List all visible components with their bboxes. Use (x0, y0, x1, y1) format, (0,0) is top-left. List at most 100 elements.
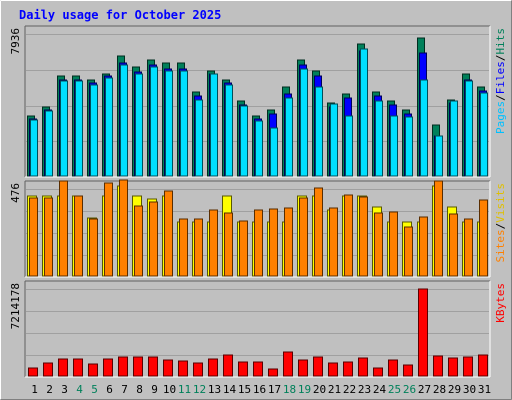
bar-hits-pages-day-20 (315, 86, 323, 177)
bar-kbytes-kbytes-day-11 (178, 360, 188, 377)
x-tick-label-day-4: 4 (76, 383, 83, 396)
bar-visits-sites-day-23 (359, 196, 368, 277)
panel-visits-ymax-label: 476 (9, 183, 22, 203)
panel-kbytes-legend: KBytes (494, 283, 507, 323)
bar-visits-sites-day-15 (239, 220, 248, 277)
legend-entry: Visits (494, 183, 507, 223)
bar-kbytes-kbytes-day-22 (343, 361, 353, 377)
bar-hits-pages-day-10 (165, 70, 173, 177)
bar-hits-pages-day-30 (465, 80, 473, 177)
bar-hits-pages-day-22 (345, 115, 353, 177)
x-tick-label-day-6: 6 (106, 383, 113, 396)
x-tick-label-day-12: 12 (193, 383, 206, 396)
x-tick-label-day-22: 22 (343, 383, 356, 396)
bar-hits-pages-day-3 (60, 80, 68, 177)
bar-kbytes-kbytes-day-4 (73, 358, 83, 377)
bar-visits-sites-day-17 (269, 208, 278, 277)
bar-hits-pages-day-23 (360, 48, 368, 177)
bar-kbytes-kbytes-day-26 (403, 364, 413, 377)
bar-visits-sites-day-27 (419, 216, 428, 277)
bar-visits-sites-day-4 (74, 195, 83, 277)
bar-kbytes-kbytes-day-23 (358, 357, 368, 377)
bar-visits-sites-day-5 (89, 218, 98, 277)
bar-kbytes-kbytes-day-18 (283, 351, 293, 377)
bar-kbytes-kbytes-day-31 (478, 354, 488, 377)
bar-kbytes-kbytes-day-19 (298, 359, 308, 377)
bar-kbytes-kbytes-day-10 (163, 359, 173, 377)
bar-hits-pages-day-28 (435, 135, 443, 177)
x-tick-label-day-3: 3 (61, 383, 68, 396)
bar-visits-sites-day-2 (44, 197, 53, 277)
bar-hits-pages-day-16 (255, 120, 263, 177)
bar-kbytes-kbytes-day-15 (238, 361, 248, 377)
x-tick-label-day-18: 18 (283, 383, 296, 396)
bar-visits-sites-day-1 (29, 197, 38, 277)
bar-visits-sites-day-26 (404, 226, 413, 277)
bar-kbytes-kbytes-day-29 (448, 357, 458, 377)
bar-hits-pages-day-12 (195, 99, 203, 177)
bar-visits-sites-day-20 (314, 187, 323, 277)
bar-visits-sites-day-29 (449, 213, 458, 277)
legend-entry: / (494, 223, 507, 230)
bar-visits-sites-day-14 (224, 212, 233, 277)
bar-hits-pages-day-7 (120, 64, 128, 177)
x-tick-label-day-15: 15 (238, 383, 251, 396)
bar-visits-sites-day-9 (149, 201, 158, 277)
bar-kbytes-kbytes-day-16 (253, 361, 263, 377)
x-tick-label-day-31: 31 (478, 383, 491, 396)
bar-visits-sites-day-30 (464, 218, 473, 277)
x-tick-label-day-29: 29 (448, 383, 461, 396)
bar-hits-pages-day-11 (180, 70, 188, 177)
bar-visits-sites-day-16 (254, 209, 263, 277)
x-tick-label-day-14: 14 (223, 383, 237, 396)
bar-hits-pages-day-29 (450, 100, 458, 177)
x-tick-label-day-26: 26 (403, 383, 416, 396)
bar-kbytes-kbytes-day-28 (433, 355, 443, 377)
bar-visits-sites-day-24 (374, 212, 383, 277)
legend-entry: Pages (494, 101, 507, 134)
bar-hits-pages-day-24 (375, 100, 383, 177)
bar-hits-pages-day-6 (105, 77, 113, 177)
bar-visits-sites-day-11 (179, 218, 188, 277)
bar-hits-pages-day-31 (480, 92, 488, 177)
x-tick-label-day-5: 5 (91, 383, 98, 396)
bar-visits-sites-day-31 (479, 199, 488, 277)
bar-hits-pages-day-14 (225, 84, 233, 177)
x-tick-label-day-11: 11 (178, 383, 191, 396)
bar-hits-pages-day-13 (210, 73, 218, 177)
bar-kbytes-kbytes-day-17 (268, 368, 278, 377)
legend-entry: Hits (494, 28, 507, 55)
x-tick-label-day-17: 17 (268, 383, 281, 396)
bar-kbytes-kbytes-day-24 (373, 367, 383, 377)
bar-hits-pages-day-15 (240, 105, 248, 177)
x-tick-label-day-20: 20 (313, 383, 326, 396)
x-tick-label-day-9: 9 (151, 383, 158, 396)
bar-visits-sites-day-6 (104, 182, 113, 277)
x-tick-label-day-10: 10 (163, 383, 176, 396)
bar-visits-sites-day-21 (329, 207, 338, 277)
bar-hits-pages-day-18 (285, 97, 293, 177)
bar-kbytes-kbytes-day-2 (43, 362, 53, 377)
x-tick-label-day-16: 16 (253, 383, 266, 396)
bar-hits-pages-day-26 (405, 116, 413, 177)
bar-hits-pages-day-9 (150, 66, 158, 177)
bar-kbytes-kbytes-day-5 (88, 363, 98, 377)
panel-kbytes-ymax-label: 7214178 (9, 283, 22, 329)
bar-visits-sites-day-19 (299, 197, 308, 277)
panel-hits-legend: Pages/Files/Hits (494, 28, 507, 134)
bar-kbytes-kbytes-day-7 (118, 356, 128, 377)
bar-visits-sites-day-12 (194, 218, 203, 277)
x-tick-label-day-7: 7 (121, 383, 128, 396)
bar-visits-sites-day-18 (284, 207, 293, 277)
bar-kbytes-kbytes-day-12 (193, 362, 203, 377)
x-tick-label-day-8: 8 (136, 383, 143, 396)
bar-kbytes-kbytes-day-8 (133, 356, 143, 377)
legend-entry: Sites (494, 229, 507, 262)
bar-kbytes-kbytes-day-13 (208, 358, 218, 377)
panel-hits-ymax-label: 7936 (9, 28, 22, 55)
x-tick-label-day-23: 23 (358, 383, 371, 396)
bar-hits-pages-day-21 (330, 103, 338, 177)
legend-entry: / (494, 94, 507, 101)
bar-kbytes-kbytes-day-21 (328, 362, 338, 377)
